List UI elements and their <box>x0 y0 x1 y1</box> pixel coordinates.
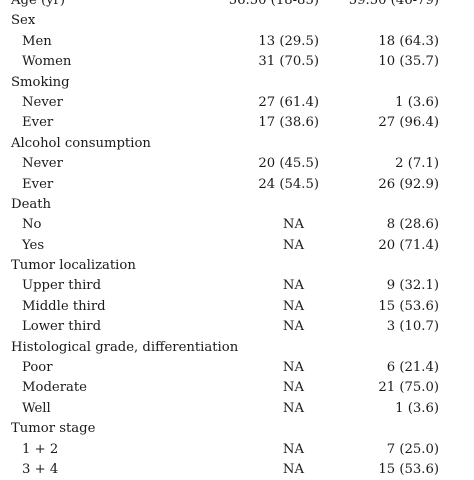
row-label: Poor <box>22 360 53 376</box>
cell-group-2: 21 (75.0) <box>378 380 439 396</box>
table-row: Men 13 (29.5) 18 (64.3) <box>0 32 474 52</box>
table-section-header: Sex <box>0 11 474 31</box>
row-label: Ever <box>22 176 54 192</box>
cell-group-2: 7 (25.0) <box>386 441 439 457</box>
row-label: Age (yr) <box>11 0 66 8</box>
table-row: No NA 8 (28.6) <box>0 215 474 235</box>
row-label: Upper third <box>22 278 102 294</box>
table-row: Women 31 (70.5) 10 (35.7) <box>0 52 474 72</box>
row-label: Smoking <box>11 74 70 90</box>
row-label: Tumor stage <box>11 421 96 437</box>
cell-group-2: 20 (71.4) <box>378 237 439 253</box>
cell-group-1: 20 (45.5) <box>258 156 319 172</box>
row-label: Women <box>22 54 72 70</box>
cell-group-1: 13 (29.5) <box>258 33 319 49</box>
table-section-header: Death <box>0 195 474 215</box>
cell-group-2: 9 (32.1) <box>386 278 439 294</box>
table-row: Middle third NA 15 (53.6) <box>0 297 474 317</box>
table-row: Ever 17 (38.6) 27 (96.4) <box>0 113 474 133</box>
table-row: 3 + 4 NA 15 (53.6) <box>0 460 474 480</box>
table-section-header: Histological grade, differentiation <box>0 338 474 358</box>
cell-group-2: 8 (28.6) <box>386 217 439 233</box>
table-row: Moderate NA 21 (75.0) <box>0 378 474 398</box>
cell-group-1: NA <box>282 278 304 294</box>
row-label: Yes <box>22 237 45 253</box>
row-label: Moderate <box>22 380 87 396</box>
table-row: Well NA 1 (3.6) <box>0 399 474 419</box>
row-label: Tumor localization <box>11 258 136 274</box>
cell-group-1: NA <box>282 441 304 457</box>
row-label: Sex <box>11 13 36 29</box>
row-label: 3 + 4 <box>22 461 59 477</box>
cell-group-1: 56.50 (18-85) <box>228 0 319 8</box>
table-section-header: Tumor stage <box>0 419 474 439</box>
row-label: Ever <box>22 115 54 131</box>
cell-group-1: NA <box>282 360 304 376</box>
table-section-header: Smoking <box>0 73 474 93</box>
cell-group-2: 3 (10.7) <box>386 319 439 335</box>
cell-group-2: 6 (21.4) <box>386 360 439 376</box>
cell-group-1: 24 (54.5) <box>258 176 319 192</box>
table-section-header: Age (yr) 56.50 (18-85) 59.50 (46-79) <box>0 0 474 11</box>
cell-group-2: 1 (3.6) <box>395 400 439 416</box>
row-label: No <box>22 217 42 233</box>
cell-group-2: 26 (92.9) <box>378 176 439 192</box>
table-row: Never 27 (61.4) 1 (3.6) <box>0 93 474 113</box>
cell-group-2: 15 (53.6) <box>378 298 439 314</box>
cell-group-2: 59.50 (46-79) <box>348 0 439 8</box>
row-label: Never <box>22 156 63 172</box>
table-section-header: Tumor localization <box>0 256 474 276</box>
row-label: Middle third <box>22 298 106 314</box>
table-row: Upper third NA 9 (32.1) <box>0 276 474 296</box>
row-label: Never <box>22 94 63 110</box>
row-label: Alcohol consumption <box>11 135 151 151</box>
row-label: Lower third <box>22 319 102 335</box>
table-row: Never 20 (45.5) 2 (7.1) <box>0 154 474 174</box>
cell-group-2: 18 (64.3) <box>378 33 439 49</box>
table-section-header: Alcohol consumption <box>0 134 474 154</box>
cell-group-2: 2 (7.1) <box>395 156 439 172</box>
cell-group-1: NA <box>282 461 304 477</box>
cell-group-1: NA <box>282 237 304 253</box>
cell-group-1: 31 (70.5) <box>258 54 319 70</box>
cell-group-2: 10 (35.7) <box>378 54 439 70</box>
table-row: Poor NA 6 (21.4) <box>0 358 474 378</box>
cell-group-2: 15 (53.6) <box>378 461 439 477</box>
table-row: Yes NA 20 (71.4) <box>0 236 474 256</box>
row-label: Men <box>22 33 52 49</box>
cell-group-1: NA <box>282 400 304 416</box>
cell-group-1: 17 (38.6) <box>258 115 319 131</box>
table-row: Lower third NA 3 (10.7) <box>0 317 474 337</box>
cell-group-1: 27 (61.4) <box>258 94 319 110</box>
cell-group-1: NA <box>282 217 304 233</box>
cell-group-1: NA <box>282 319 304 335</box>
row-label: Histological grade, differentiation <box>11 339 239 355</box>
cell-group-2: 27 (96.4) <box>378 115 439 131</box>
row-label: Death <box>11 196 52 212</box>
cell-group-2: 1 (3.6) <box>395 94 439 110</box>
row-label: 1 + 2 <box>22 441 59 457</box>
cell-group-1: NA <box>282 298 304 314</box>
table-row: 1 + 2 NA 7 (25.0) <box>0 440 474 460</box>
row-label: Well <box>22 400 51 416</box>
table-row: Ever 24 (54.5) 26 (92.9) <box>0 175 474 195</box>
cell-group-1: NA <box>282 380 304 396</box>
